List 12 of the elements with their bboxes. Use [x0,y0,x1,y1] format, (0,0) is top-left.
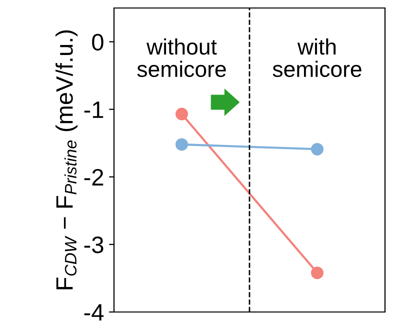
y-axis-title: F$_{CDW}$ − F$_{Pristine}$ (meV/f.u.) [56,30,78,290]
point [311,266,324,280]
y-tick-label: -4 [84,304,104,321]
y-tick-label: -3 [84,236,104,254]
y-tick-label: -2 [84,168,104,186]
point [176,108,188,120]
y-tick-label: 0 [92,34,104,51]
annotation: with semicore [272,38,362,78]
point [311,142,324,156]
annotation: without semicore [137,38,226,78]
y-tick-label: -1 [84,102,104,118]
point [176,138,188,151]
